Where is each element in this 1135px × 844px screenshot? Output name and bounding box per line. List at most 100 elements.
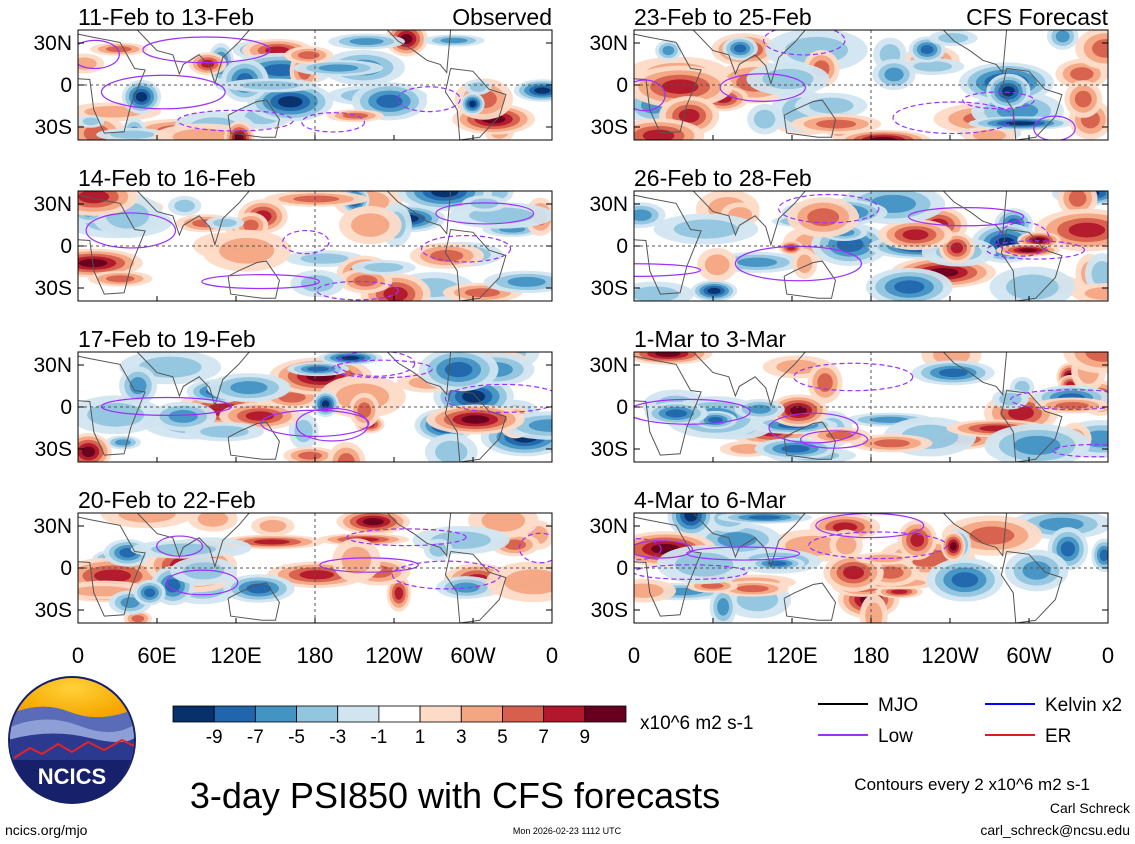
forecast-label: CFS Forecast xyxy=(966,4,1108,30)
low-contour xyxy=(634,540,694,559)
anomaly-contour xyxy=(972,129,1007,140)
anomaly-contour xyxy=(172,128,235,140)
low-contour xyxy=(85,212,177,249)
anomaly-contour xyxy=(528,419,552,432)
observed-label: Observed xyxy=(452,4,552,30)
continent-outline xyxy=(444,551,507,623)
anomaly-contour xyxy=(1070,67,1094,81)
anomaly-contour xyxy=(341,546,372,574)
colorbar-swatch xyxy=(337,705,380,723)
x-tick-label: 180 xyxy=(853,643,890,668)
y-tick-label: 30S xyxy=(591,438,628,461)
anomaly-contour xyxy=(504,539,526,550)
low-contour xyxy=(1033,115,1076,140)
panel-title: 14-Feb to 16-Feb xyxy=(78,165,256,191)
anomaly-contour xyxy=(700,582,724,589)
anomaly-contour xyxy=(87,402,145,427)
anomaly-contour xyxy=(781,444,810,453)
x-tick-label: 120E xyxy=(210,643,261,668)
anomaly-contour xyxy=(507,276,546,287)
logo-text: NCICS xyxy=(38,764,106,789)
x-tick-label: 120W xyxy=(365,643,423,668)
low-contour xyxy=(282,229,330,255)
x-tick-label: 60W xyxy=(450,643,495,668)
continent-outline xyxy=(227,582,280,621)
anomaly-contour xyxy=(435,440,468,462)
anomaly-contour xyxy=(174,199,195,213)
anomaly-contour xyxy=(298,451,323,460)
legend: MJO Kelvin x2 Low ER xyxy=(818,695,1122,747)
anomaly-contour xyxy=(462,390,486,403)
y-tick-label: 0 xyxy=(616,74,628,97)
x-tick-label: 0 xyxy=(628,643,640,668)
y-tick-label: 0 xyxy=(616,557,628,580)
ncics-logo: NCICS xyxy=(8,676,136,804)
colorbar-swatch xyxy=(172,705,215,723)
anomaly-contour xyxy=(873,439,910,448)
panel: 30N 0 30S 11-Feb to 13-Feb Observed xyxy=(33,4,553,141)
anomaly-contour xyxy=(634,583,664,598)
anomaly-contour xyxy=(1074,90,1092,108)
colorbar-tick-label: -7 xyxy=(247,727,264,748)
coastlines xyxy=(78,30,507,140)
low-contour xyxy=(201,274,320,290)
y-tick-label: 30S xyxy=(35,599,72,622)
colorbar-swatch xyxy=(543,705,586,723)
continent-outline xyxy=(136,191,250,247)
anomaly-contour xyxy=(183,562,225,580)
continent-outline xyxy=(943,352,1008,396)
anomaly-contour xyxy=(353,275,378,287)
anomaly-contour xyxy=(665,409,688,418)
low-contour xyxy=(100,74,226,110)
low-contour xyxy=(391,560,502,590)
low-contour xyxy=(962,91,1035,110)
low-contour xyxy=(778,193,880,224)
anomaly-contour xyxy=(1005,121,1036,126)
continent-outline xyxy=(444,229,507,301)
anomaly-contour xyxy=(869,416,909,423)
y-tick-label: 30S xyxy=(35,277,72,300)
anomaly-contour xyxy=(634,286,680,301)
anomaly-contour xyxy=(120,597,140,608)
continent-outline xyxy=(692,191,806,247)
anomaly-contour xyxy=(197,513,229,527)
anomaly-contour xyxy=(1068,222,1106,238)
anomaly-contour xyxy=(678,108,700,123)
psi-anomaly-field xyxy=(78,30,552,140)
anomaly-contour xyxy=(351,213,390,237)
panel: 30N 0 30S 23-Feb to 25-Feb CFS Forecast xyxy=(589,4,1109,141)
low-contour xyxy=(346,528,467,547)
filtered-contours xyxy=(78,36,461,133)
anomaly-contour xyxy=(785,535,841,556)
low-contour xyxy=(177,109,294,132)
low-contour xyxy=(762,30,846,56)
anomaly-contour xyxy=(318,64,359,72)
coastlines xyxy=(78,513,507,623)
anomaly-contour xyxy=(890,589,908,595)
anomaly-contour xyxy=(321,400,330,408)
anomaly-contour xyxy=(1019,248,1038,253)
anomaly-contour xyxy=(920,45,934,55)
colorbar-tick-label: -9 xyxy=(206,727,223,748)
psi-anomaly-field xyxy=(634,30,1108,140)
anomaly-contour xyxy=(94,569,131,583)
continent-outline xyxy=(444,68,507,140)
continent-outline xyxy=(78,33,146,134)
y-tick-label: 30S xyxy=(35,116,72,139)
anomaly-contour xyxy=(733,44,747,53)
low-contour xyxy=(518,532,552,564)
continent-outline xyxy=(227,99,280,138)
y-tick-label: 30N xyxy=(589,354,628,377)
panel: 30N 0 30S 20-Feb to 22-Feb xyxy=(33,487,553,624)
panel-title: 26-Feb to 28-Feb xyxy=(634,165,812,191)
x-tick-label: 60E xyxy=(693,643,732,668)
y-tick-label: 30N xyxy=(33,515,72,538)
anomaly-contour xyxy=(213,218,237,228)
anomaly-contour xyxy=(341,355,360,360)
filtered-contours xyxy=(634,30,1076,140)
y-tick-label: 30N xyxy=(33,354,72,377)
legend-label: ER xyxy=(1045,726,1071,747)
anomaly-contour xyxy=(219,237,275,264)
low-contour xyxy=(997,221,1051,257)
continent-outline xyxy=(136,352,250,408)
